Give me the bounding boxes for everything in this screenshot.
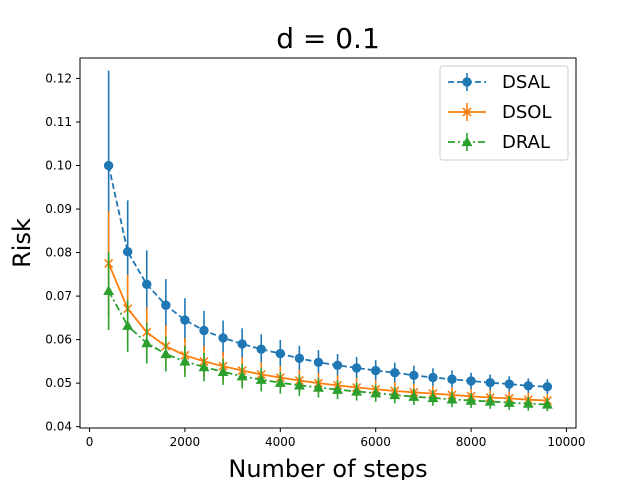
- x-tick-label: 0: [86, 435, 94, 449]
- data-point-dral: [522, 397, 534, 408]
- data-point-dsal: [199, 325, 209, 336]
- data-point-dral: [217, 366, 229, 377]
- y-tick-label: 0.06: [45, 333, 72, 347]
- series-dral: [103, 251, 553, 412]
- data-point-dral: [179, 355, 191, 366]
- chart-title: d = 0.1: [276, 22, 380, 55]
- data-point-dsal: [332, 360, 343, 371]
- x-tick-label: 4000: [265, 435, 296, 449]
- data-point-dral: [408, 391, 420, 401]
- data-point-dsal: [370, 365, 381, 376]
- y-axis-title: Risk: [8, 218, 36, 268]
- data-point-dral: [198, 361, 210, 372]
- data-point-dsal: [447, 374, 457, 384]
- legend-label-dsal: DSAL: [502, 72, 550, 93]
- legend-label-dsol: DSOL: [502, 102, 551, 123]
- legend-marker-dral: [461, 136, 473, 147]
- x-tick-label: 2000: [170, 435, 201, 449]
- data-point-dsal: [237, 339, 247, 349]
- legend: DSAL DSOL DRAL: [439, 65, 569, 161]
- y-tick-label: 0.11: [45, 115, 72, 129]
- data-point-dsal: [275, 348, 286, 359]
- data-point-dral: [541, 398, 553, 409]
- x-tick-label: 8000: [456, 435, 487, 449]
- data-point-dsal: [218, 333, 228, 343]
- data-point-dsal: [161, 300, 171, 310]
- x-tick-label: 10000: [547, 435, 585, 449]
- data-point-dsal: [390, 368, 400, 378]
- y-tick-label: 0.04: [45, 420, 72, 434]
- data-point-dsal: [428, 372, 438, 383]
- data-point-dral: [389, 389, 401, 400]
- data-point-dsal: [294, 353, 305, 364]
- series-line-dsol: [107, 263, 548, 402]
- series-layer: [103, 70, 553, 412]
- data-point-dsal: [142, 279, 152, 290]
- data-point-dral: [370, 387, 382, 398]
- legend-item-dsol: DSOL: [448, 102, 551, 123]
- data-point-dsal: [542, 381, 553, 392]
- ticks-layer: 0 2000 4000 6000 8000 10000 0.04 0.05 0.06 0.07 0.…: [45, 71, 585, 449]
- data-point-dsal: [313, 357, 324, 367]
- data-point-dsal: [256, 344, 266, 354]
- data-point-dral: [332, 384, 343, 394]
- data-point-dsal: [485, 378, 495, 388]
- data-point-dsal: [122, 247, 133, 257]
- data-point-dsal: [351, 363, 362, 373]
- data-point-dral: [160, 348, 172, 359]
- series-dsal: [103, 70, 553, 395]
- axes-layer: [79, 57, 577, 429]
- x-axis-title: Number of steps: [228, 455, 427, 480]
- data-point-dral: [274, 377, 286, 387]
- data-point-dsal: [504, 379, 514, 389]
- x-tick-label: 6000: [360, 435, 391, 449]
- data-point-dral: [293, 379, 305, 390]
- legend-label-dral: DRAL: [502, 132, 550, 153]
- data-point-dral: [446, 393, 458, 404]
- y-tick-label: 0.10: [45, 159, 72, 173]
- legend-item-dsal: DSAL: [448, 72, 550, 93]
- plot-frame: [79, 57, 577, 429]
- legend-marker-dsal: [462, 77, 472, 87]
- data-point-dsal: [466, 376, 476, 386]
- data-point-dsal: [523, 381, 534, 391]
- data-point-dsal: [409, 370, 419, 381]
- data-point-dral: [122, 320, 134, 330]
- data-point-dral: [255, 374, 267, 384]
- y-tick-label: 0.05: [45, 376, 72, 390]
- data-point-dral: [427, 392, 439, 403]
- y-tick-label: 0.08: [45, 246, 72, 260]
- y-tick-label: 0.09: [45, 202, 72, 216]
- data-point-dral: [236, 370, 248, 381]
- legend-item-dral: DRAL: [448, 132, 550, 153]
- legend-box: [439, 65, 569, 161]
- legend-marker-dsol: [462, 107, 472, 117]
- data-point-dral: [103, 285, 115, 296]
- y-tick-label: 0.12: [45, 71, 72, 85]
- data-point-dral: [141, 337, 153, 348]
- data-point-dsal: [180, 315, 190, 325]
- y-tick-label: 0.07: [45, 289, 72, 303]
- data-point-dral: [465, 394, 477, 405]
- data-point-dral: [503, 397, 515, 407]
- data-point-dral: [351, 385, 363, 396]
- data-point-dsal: [103, 160, 114, 171]
- data-point-dral: [484, 395, 496, 406]
- data-point-dral: [313, 381, 324, 392]
